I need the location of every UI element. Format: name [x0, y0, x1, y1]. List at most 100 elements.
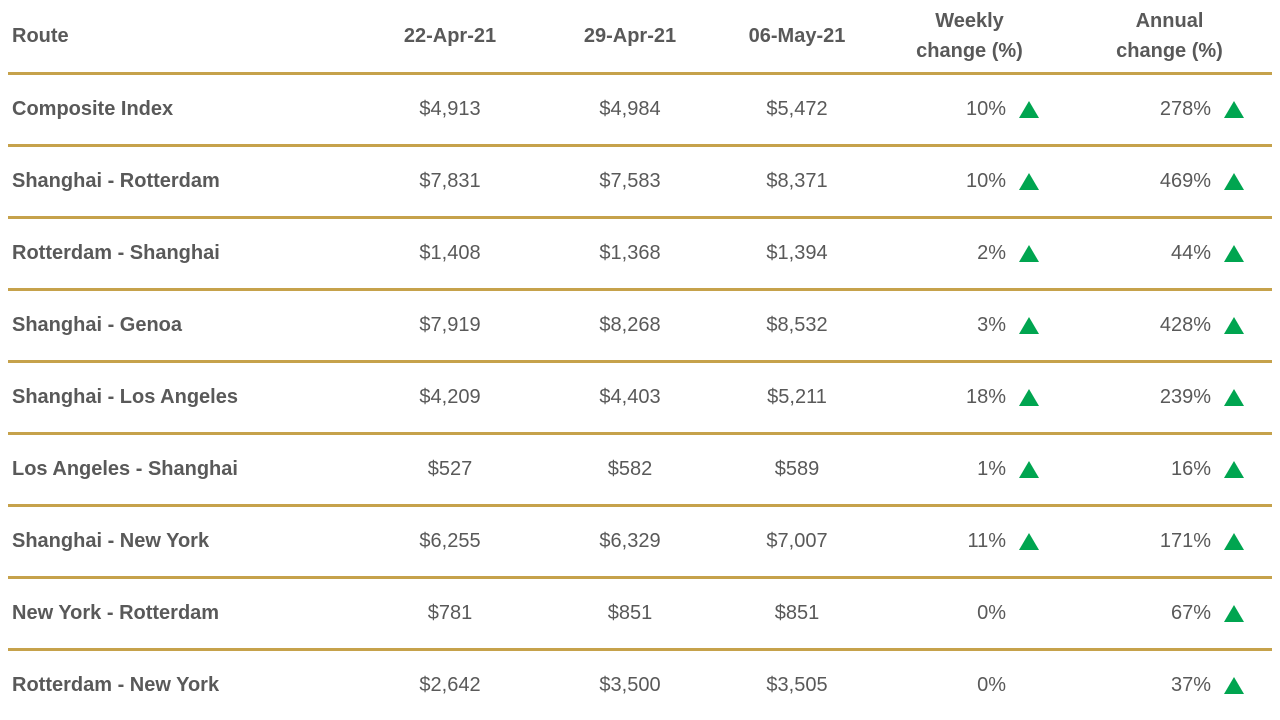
route-cell: Rotterdam - New York	[12, 674, 220, 696]
annual-change-value: 37%	[1170, 674, 1211, 696]
value-cell: $3,500	[599, 674, 661, 696]
table-row: Shanghai - Los Angeles $4,209 $4,403 $5,…	[8, 363, 1272, 435]
weekly-change-cell: 0%	[872, 579, 1067, 648]
value-cell: $4,913	[419, 98, 481, 120]
table-row: Rotterdam - Shanghai $1,408 $1,368 $1,39…	[8, 219, 1272, 291]
value-cell: $7,007	[766, 530, 828, 552]
weekly-triangle-slot	[1019, 677, 1039, 694]
value-cell: $2,642	[419, 674, 481, 696]
annual-triangle-slot	[1224, 245, 1244, 262]
table-body: Composite Index $4,913 $4,984 $5,472 10%…	[8, 75, 1272, 720]
value-cell: $4,209	[419, 386, 481, 408]
value-cell: $8,371	[766, 170, 828, 192]
annual-change-value: 278%	[1159, 98, 1211, 120]
weekly-change-value: 0%	[977, 602, 1006, 624]
weekly-change-header-line2: change (%)	[916, 40, 1023, 62]
weekly-change-cell: 11%	[872, 507, 1067, 576]
annual-change-header-line2: change (%)	[1116, 40, 1223, 62]
value-cell: $589	[774, 458, 820, 480]
weekly-up-triangle-icon	[1019, 173, 1039, 190]
value-cell: $3,505	[766, 674, 828, 696]
annual-triangle-slot	[1224, 317, 1244, 334]
annual-triangle-slot	[1224, 389, 1244, 406]
annual-change-cell: 171%	[1067, 507, 1272, 576]
table-row: New York - Rotterdam $781 $851 $851 0% 6…	[8, 579, 1272, 651]
route-cell: Rotterdam - Shanghai	[12, 242, 220, 264]
annual-up-triangle-icon	[1224, 245, 1244, 262]
freight-rates-table: Route 22-Apr-21 29-Apr-21 06-May-21 Week…	[8, 0, 1272, 720]
annual-triangle-slot	[1224, 533, 1244, 550]
annual-triangle-slot	[1224, 677, 1244, 694]
table-row: Composite Index $4,913 $4,984 $5,472 10%…	[8, 75, 1272, 147]
value-cell: $5,472	[766, 98, 828, 120]
table-row: Los Angeles - Shanghai $527 $582 $589 1%…	[8, 435, 1272, 507]
weekly-change-header-line1: Weekly	[935, 10, 1004, 32]
weekly-triangle-slot	[1019, 461, 1039, 478]
weekly-change-cell: 10%	[872, 75, 1067, 144]
weekly-change-value: 10%	[965, 170, 1006, 192]
value-cell: $851	[774, 602, 820, 624]
route-cell: New York - Rotterdam	[12, 602, 220, 624]
weekly-up-triangle-icon	[1019, 317, 1039, 334]
annual-change-header-line1: Annual	[1135, 10, 1204, 32]
value-cell: $6,329	[599, 530, 661, 552]
weekly-change-cell: 0%	[872, 651, 1067, 720]
annual-change-cell: 16%	[1067, 435, 1272, 504]
table-row: Shanghai - New York $6,255 $6,329 $7,007…	[8, 507, 1272, 579]
weekly-triangle-slot	[1019, 245, 1039, 262]
weekly-change-value: 1%	[977, 458, 1006, 480]
annual-change-value: 239%	[1159, 386, 1211, 408]
weekly-triangle-slot	[1019, 173, 1039, 190]
annual-triangle-slot	[1224, 173, 1244, 190]
route-cell: Composite Index	[12, 98, 174, 120]
weekly-up-triangle-icon	[1019, 389, 1039, 406]
col-header-date-3: 06-May-21	[748, 24, 846, 47]
col-header-date-2: 29-Apr-21	[583, 24, 677, 47]
weekly-change-value: 18%	[965, 386, 1006, 408]
table-header-row: Route 22-Apr-21 29-Apr-21 06-May-21 Week…	[8, 0, 1272, 75]
weekly-change-value: 3%	[977, 314, 1006, 336]
weekly-up-triangle-icon	[1019, 101, 1039, 118]
weekly-change-cell: 2%	[872, 219, 1067, 288]
weekly-triangle-slot	[1019, 101, 1039, 118]
value-cell: $1,368	[599, 242, 661, 264]
weekly-change-cell: 18%	[872, 363, 1067, 432]
annual-up-triangle-icon	[1224, 173, 1244, 190]
annual-change-value: 469%	[1159, 170, 1211, 192]
weekly-up-triangle-icon	[1019, 245, 1039, 262]
value-cell: $6,255	[419, 530, 481, 552]
weekly-triangle-slot	[1019, 317, 1039, 334]
annual-change-cell: 428%	[1067, 291, 1272, 360]
col-header-route: Route	[12, 24, 69, 47]
annual-change-cell: 469%	[1067, 147, 1272, 216]
value-cell: $1,394	[766, 242, 828, 264]
annual-change-value: 16%	[1170, 458, 1211, 480]
annual-change-value: 67%	[1170, 602, 1211, 624]
annual-up-triangle-icon	[1224, 101, 1244, 118]
annual-triangle-slot	[1224, 101, 1244, 118]
annual-change-value: 171%	[1159, 530, 1211, 552]
value-cell: $7,583	[599, 170, 661, 192]
col-header-weekly-change: Weekly change (%)	[872, 0, 1067, 72]
annual-change-cell: 239%	[1067, 363, 1272, 432]
annual-up-triangle-icon	[1224, 389, 1244, 406]
value-cell: $7,919	[419, 314, 481, 336]
route-cell: Shanghai - New York	[12, 530, 210, 552]
annual-change-cell: 37%	[1067, 651, 1272, 720]
annual-change-cell: 44%	[1067, 219, 1272, 288]
table-row: Shanghai - Genoa $7,919 $8,268 $8,532 3%…	[8, 291, 1272, 363]
weekly-change-value: 0%	[977, 674, 1006, 696]
value-cell: $7,831	[419, 170, 481, 192]
annual-up-triangle-icon	[1224, 605, 1244, 622]
value-cell: $1,408	[419, 242, 481, 264]
weekly-triangle-slot	[1019, 533, 1039, 550]
annual-up-triangle-icon	[1224, 533, 1244, 550]
weekly-change-cell: 1%	[872, 435, 1067, 504]
weekly-change-value: 2%	[977, 242, 1006, 264]
value-cell: $4,403	[599, 386, 661, 408]
value-cell: $4,984	[599, 98, 661, 120]
value-cell: $582	[607, 458, 653, 480]
value-cell: $8,532	[766, 314, 828, 336]
col-header-annual-change: Annual change (%)	[1067, 0, 1272, 72]
value-cell: $527	[427, 458, 473, 480]
